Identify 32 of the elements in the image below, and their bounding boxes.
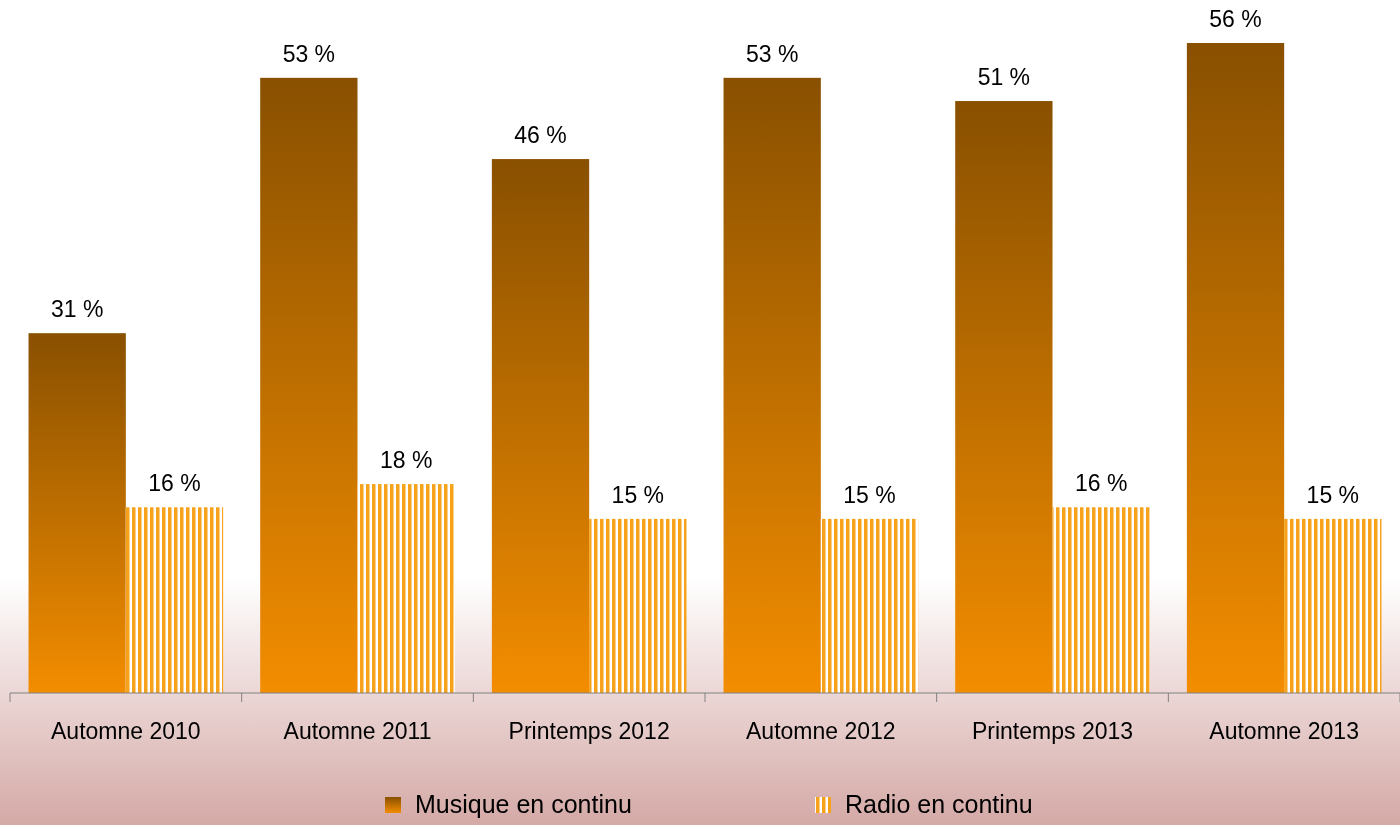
x-tick-label: Automne 2012 <box>746 718 896 744</box>
bar <box>1284 518 1382 693</box>
data-label: 18 % <box>379 447 433 474</box>
bar <box>820 518 919 693</box>
bar <box>125 507 224 693</box>
bar <box>1186 43 1285 693</box>
data-label: 15 % <box>611 481 665 508</box>
data-label: 16 % <box>148 470 201 497</box>
data-label: 46 % <box>514 122 567 149</box>
bar <box>589 518 687 693</box>
x-tick-label: Automne 2011 <box>283 718 432 744</box>
data-label: 15 % <box>1306 481 1360 508</box>
x-tick-label: Automne 2013 <box>1209 718 1359 744</box>
bar <box>28 333 126 693</box>
x-tick-label: Printemps 2013 <box>971 718 1134 744</box>
x-tick-label: Printemps 2012 <box>508 718 670 744</box>
bar <box>955 101 1053 693</box>
bar <box>723 77 821 693</box>
legend-label: Musique en continu <box>415 790 632 818</box>
legend-label: Radio en continu <box>845 790 1033 818</box>
data-label: 31 % <box>50 296 104 323</box>
data-label: 15 % <box>843 481 896 508</box>
bar <box>357 484 455 693</box>
data-label: 56 % <box>1209 6 1262 32</box>
bar <box>491 159 590 693</box>
bar <box>1052 507 1150 693</box>
bar <box>260 77 358 693</box>
x-tick-label: Automne 2010 <box>51 718 201 744</box>
data-label: 51 % <box>977 64 1031 91</box>
data-label: 53 % <box>745 40 799 67</box>
data-label: 16 % <box>1074 470 1128 497</box>
data-label: 53 % <box>282 40 336 67</box>
